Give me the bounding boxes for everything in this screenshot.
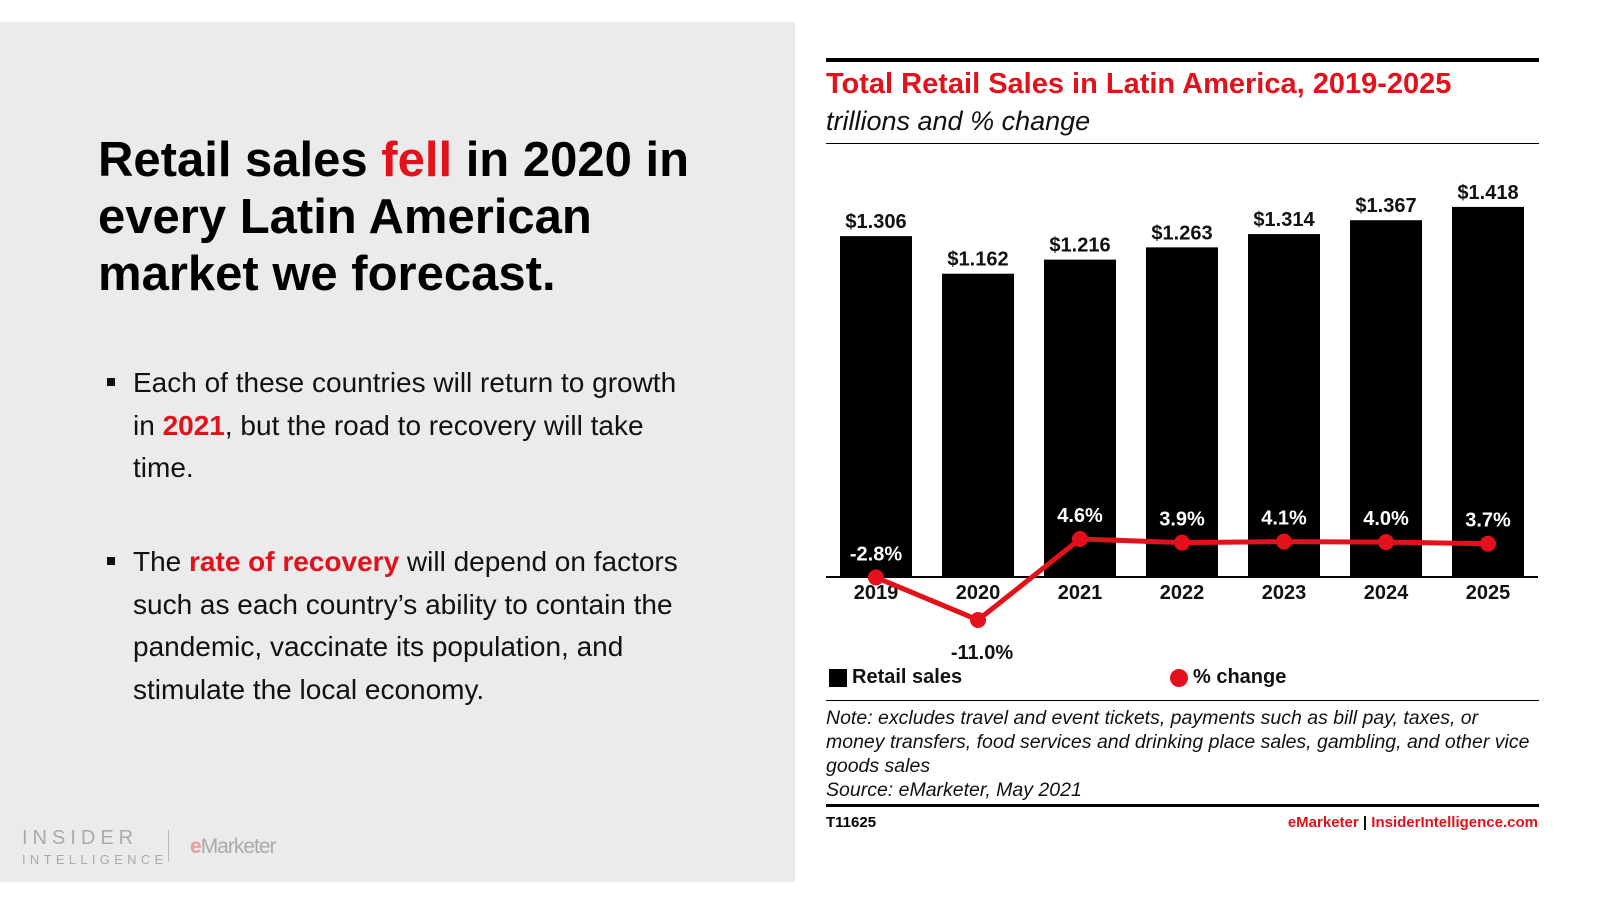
bullet-highlight: rate of recovery <box>189 546 400 577</box>
bar-value-label: $1.263 <box>1151 222 1212 244</box>
bar <box>1248 234 1320 577</box>
bullet-text: will depend on factors such as each coun… <box>133 546 678 705</box>
chart-bottom-rule <box>826 804 1539 807</box>
bar <box>1350 220 1422 577</box>
bar <box>840 236 912 577</box>
x-tick-label: 2022 <box>1160 582 1205 604</box>
insider-intelligence-logo: INSIDER INTELLIGENCE <box>22 828 168 870</box>
pct-change-point <box>1378 534 1394 551</box>
x-tick-label: 2024 <box>1364 582 1409 604</box>
pct-change-label: -2.8% <box>850 543 902 565</box>
x-tick-label: 2023 <box>1262 582 1307 604</box>
bar-value-label: $1.418 <box>1457 182 1518 204</box>
chart-code: T11625 <box>826 814 877 831</box>
chart-title: Total Retail Sales in Latin America, 201… <box>826 68 1452 100</box>
pct-change-label: 3.7% <box>1465 510 1511 532</box>
legend-label: Retail sales <box>852 666 963 688</box>
pct-change-point <box>1072 531 1088 548</box>
chart-subtitle: trillions and % change <box>826 106 1091 136</box>
legend-square-icon <box>829 668 847 687</box>
legend-pct-change: % change <box>1170 666 1286 689</box>
footer-brand: eMarketer | InsiderIntelligence.com <box>1288 814 1538 831</box>
logo-e: e <box>190 835 202 858</box>
bullet-text: , but the road to recovery will take tim… <box>133 409 644 484</box>
pct-change-point <box>1480 535 1496 552</box>
logo-line1: INSIDER <box>22 827 139 849</box>
pct-change-label: 3.9% <box>1159 509 1205 531</box>
bar-value-label: $1.367 <box>1355 195 1416 217</box>
headline: Retail sales fell in 2020 in every Latin… <box>98 132 738 303</box>
headline-highlight: fell <box>381 133 453 187</box>
x-tick-label: 2021 <box>1058 582 1103 604</box>
source-text: Source: eMarketer, May 2021 <box>826 779 1082 801</box>
x-tick-label: 2025 <box>1466 582 1511 604</box>
brand-separator: | <box>1358 814 1372 831</box>
x-tick-label: 2020 <box>956 582 1001 604</box>
pct-change-point <box>970 611 986 628</box>
bullet-item: Each of these countries will return to g… <box>107 362 693 490</box>
pct-change-label: -11.0% <box>951 642 1013 664</box>
pct-change-point <box>1174 534 1190 551</box>
pct-change-label: 4.0% <box>1363 508 1409 530</box>
logo-text: Marketer <box>200 835 277 858</box>
bullet-highlight: 2021 <box>162 409 225 441</box>
pct-change-point <box>1276 533 1292 550</box>
bar <box>1146 247 1218 577</box>
bar-value-label: $1.216 <box>1049 235 1110 257</box>
bar-value-label: $1.306 <box>845 211 906 233</box>
logo-divider <box>168 830 169 862</box>
legend-label: % change <box>1193 666 1287 688</box>
bar <box>1452 206 1524 578</box>
divider <box>826 143 1539 144</box>
x-tick-label: 2019 <box>854 582 899 604</box>
bullet-item: The rate of recovery will depend on fact… <box>107 541 693 711</box>
bar <box>942 273 1014 577</box>
pct-change-label: 4.6% <box>1057 505 1103 527</box>
divider <box>826 700 1539 701</box>
bullet-text: Each of these countries will return to g… <box>133 367 677 441</box>
emarketer-logo: eMarketer <box>190 835 277 859</box>
bar-value-label: $1.162 <box>947 249 1008 271</box>
bar <box>1044 259 1116 577</box>
headline-text: Retail sales <box>98 133 382 187</box>
logo-line2: INTELLIGENCE <box>22 852 168 867</box>
pct-change-label: 4.1% <box>1261 508 1307 530</box>
pct-change-point <box>868 569 884 586</box>
chart-top-rule <box>826 58 1539 62</box>
legend-dot-icon <box>1170 668 1188 687</box>
chart-note: Note: excludes travel and event tickets,… <box>826 706 1539 802</box>
brand-insider-link[interactable]: InsiderIntelligence.com <box>1371 814 1538 831</box>
bar-value-label: $1.314 <box>1253 209 1315 231</box>
legend-retail-sales: Retail sales <box>829 666 962 689</box>
note-text: Note: excludes travel and event tickets,… <box>826 707 1530 777</box>
left-panel <box>0 22 795 882</box>
headline-text: in 2020 in every Latin American market w… <box>98 133 690 301</box>
brand-emarketer: eMarketer <box>1287 814 1359 831</box>
bullet-text: The <box>133 546 190 577</box>
